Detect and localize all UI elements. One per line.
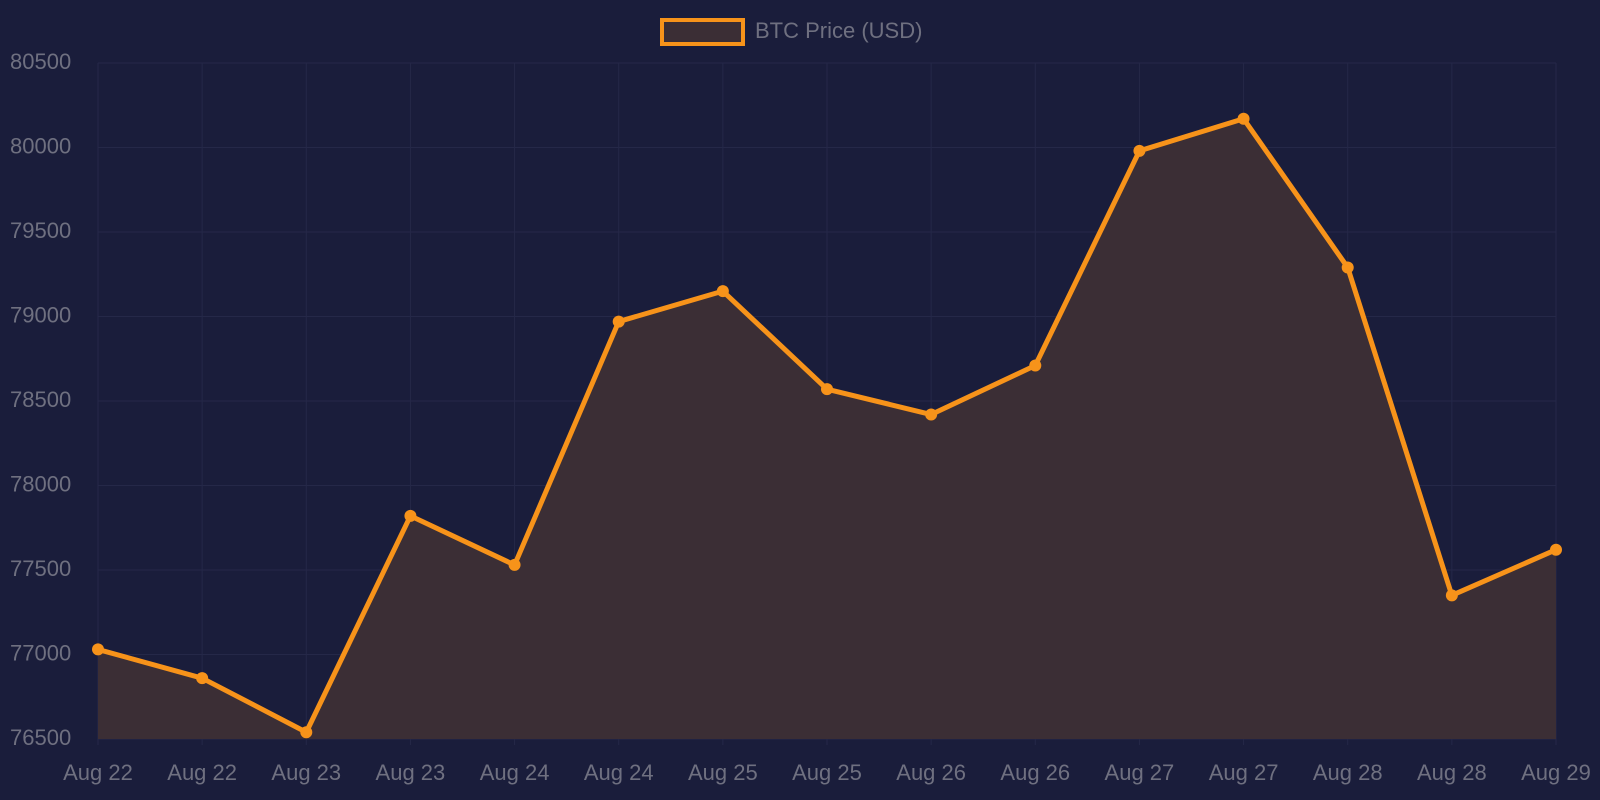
y-tick-label: 78500: [10, 387, 71, 412]
point: [1445, 589, 1458, 602]
x-tick-label: Aug 25: [688, 760, 758, 785]
x-tick-label: Aug 26: [896, 760, 966, 785]
x-tick-label: Aug 22: [167, 760, 237, 785]
plot-area: [92, 112, 1562, 739]
x-tick-label: Aug 27: [1105, 760, 1175, 785]
x-tick-label: Aug 28: [1417, 760, 1487, 785]
point: [404, 509, 417, 522]
area-fill: [98, 118, 1556, 739]
point: [1237, 112, 1250, 125]
point: [1550, 543, 1562, 556]
y-tick-label: 77500: [10, 556, 71, 581]
y-tick-label: 78000: [10, 471, 71, 496]
point: [92, 643, 104, 656]
legend-label: BTC Price (USD): [755, 18, 922, 43]
x-tick-label: Aug 23: [271, 760, 341, 785]
y-tick-label: 79500: [10, 218, 71, 243]
legend-swatch: [660, 18, 745, 46]
x-tick-label: Aug 23: [376, 760, 446, 785]
x-tick-label: Aug 24: [480, 760, 550, 785]
point: [1133, 144, 1146, 157]
y-tick-label: 76500: [10, 725, 71, 750]
x-tick-label: Aug 25: [792, 760, 862, 785]
point: [1341, 261, 1354, 274]
point: [196, 672, 209, 685]
y-tick-label: 77000: [10, 640, 71, 665]
x-tick-label: Aug 22: [63, 760, 133, 785]
x-tick-label: Aug 29: [1521, 760, 1591, 785]
y-tick-label: 80500: [10, 49, 71, 74]
y-tick-label: 79000: [10, 302, 71, 327]
legend: BTC Price (USD): [660, 18, 922, 46]
point: [508, 558, 521, 571]
x-tick-label: Aug 24: [584, 760, 654, 785]
point: [716, 285, 729, 298]
point: [925, 408, 938, 421]
point: [300, 726, 313, 739]
point: [612, 315, 625, 328]
point: [1029, 359, 1042, 372]
x-tick-label: Aug 26: [1000, 760, 1070, 785]
point: [821, 383, 833, 396]
x-tick-label: Aug 27: [1209, 760, 1279, 785]
x-tick-label: Aug 28: [1313, 760, 1383, 785]
y-tick-label: 80000: [10, 133, 71, 158]
